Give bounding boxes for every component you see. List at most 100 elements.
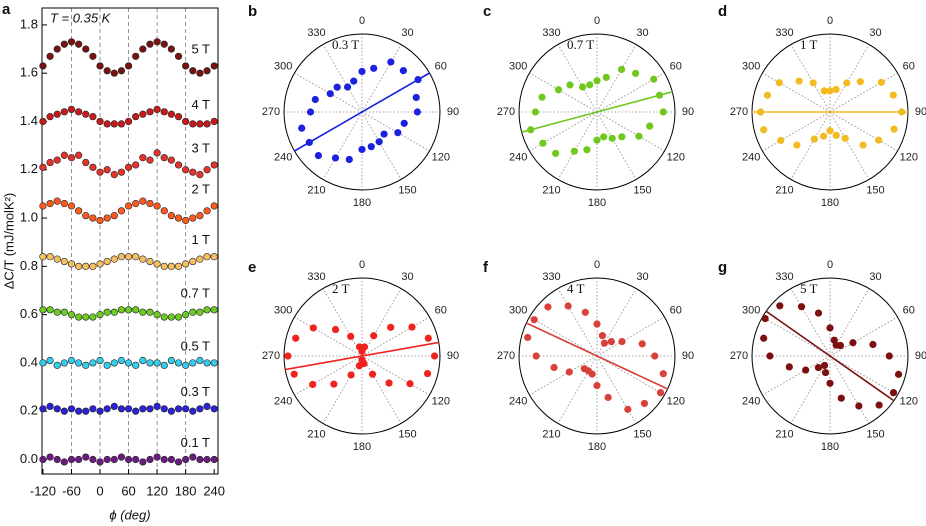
- data-point: [60, 257, 68, 266]
- data-point: [174, 313, 183, 321]
- data-point: [570, 147, 578, 155]
- data-point: [75, 262, 83, 270]
- data-point: [174, 405, 183, 413]
- data-point: [124, 62, 133, 70]
- data-point: [110, 171, 118, 179]
- data-point: [53, 405, 61, 413]
- data-point: [826, 127, 834, 135]
- data-point: [60, 359, 68, 367]
- data-point: [89, 262, 97, 270]
- radial-grid-line: [829, 288, 870, 357]
- data-point: [167, 212, 175, 220]
- data-point: [814, 363, 823, 372]
- angle-tick-label: 270: [730, 106, 748, 118]
- data-point: [538, 93, 546, 101]
- data-point: [182, 216, 190, 225]
- angle-tick-label: 120: [432, 395, 450, 407]
- radial-grid-line: [596, 44, 637, 113]
- series: [39, 402, 218, 415]
- data-point: [298, 124, 306, 132]
- data-point: [67, 105, 76, 114]
- annotation: T = 0.35 K: [50, 10, 112, 25]
- series-label: 0.1 T: [181, 435, 210, 450]
- data-point: [60, 151, 68, 159]
- series: [39, 197, 218, 225]
- radial-grid-line: [790, 355, 831, 424]
- angle-tick-label: 330: [307, 271, 325, 283]
- data-point: [117, 120, 126, 128]
- angle-tick-label: 180: [353, 197, 371, 209]
- data-point: [82, 110, 90, 118]
- data-point: [60, 108, 68, 116]
- data-point: [117, 253, 126, 261]
- data-point: [795, 77, 803, 85]
- data-point: [593, 382, 601, 390]
- fit-line: [521, 91, 673, 133]
- angle-tick-label: 90: [682, 106, 694, 118]
- data-point: [139, 458, 147, 466]
- data-point: [399, 67, 407, 75]
- data-point: [189, 214, 197, 222]
- angle-tick-label: 240: [274, 395, 292, 407]
- data-point: [89, 113, 97, 121]
- data-point: [581, 308, 589, 316]
- radial-grid-line: [829, 111, 870, 180]
- y-tick-label: 0.8: [20, 258, 38, 273]
- y-tick-label: 0.6: [20, 306, 38, 321]
- data-point: [96, 260, 104, 268]
- angle-tick-label: 180: [821, 441, 839, 453]
- data-point: [67, 260, 76, 268]
- data-point: [53, 45, 61, 53]
- data-point: [797, 303, 806, 311]
- angle-tick-label: 300: [274, 60, 292, 72]
- data-point: [530, 316, 538, 324]
- data-point: [153, 202, 161, 210]
- series-label: 0.7 T: [181, 285, 210, 300]
- data-point: [565, 368, 573, 376]
- data-point: [82, 262, 90, 270]
- radial-grid-line: [529, 355, 598, 396]
- data-point: [103, 120, 111, 128]
- angle-tick-label: 150: [633, 429, 651, 441]
- data-point: [370, 332, 378, 340]
- data-point: [139, 110, 147, 118]
- data-point: [75, 151, 83, 159]
- data-point: [189, 359, 197, 367]
- data-point: [46, 253, 54, 261]
- data-point: [182, 62, 190, 70]
- data-point: [39, 405, 47, 413]
- data-point: [174, 113, 183, 121]
- data-point: [413, 108, 421, 116]
- data-point: [414, 76, 422, 84]
- data-point: [430, 352, 439, 360]
- data-point: [39, 306, 47, 314]
- data-point: [139, 356, 147, 365]
- data-point: [103, 405, 111, 413]
- data-point: [832, 85, 840, 93]
- panel-letter: c: [483, 3, 491, 20]
- data-point: [146, 156, 154, 164]
- angle-tick-label: 60: [435, 60, 447, 72]
- angle-tick-label: 150: [866, 185, 884, 197]
- data-point: [75, 455, 83, 464]
- data-point: [96, 117, 104, 126]
- polar-frame: [283, 277, 441, 435]
- data-point: [146, 199, 154, 208]
- data-point: [60, 407, 68, 415]
- angle-tick-label: 0: [359, 259, 365, 271]
- radial-grid-line: [596, 355, 637, 424]
- series-label: 2 T: [332, 281, 350, 296]
- data-point: [370, 64, 378, 72]
- angle-tick-label: 150: [398, 185, 416, 197]
- radial-grid-line: [529, 111, 598, 152]
- data-point: [124, 117, 133, 126]
- radial-grid-line: [361, 316, 430, 357]
- data-point: [618, 133, 626, 141]
- angle-tick-label: 180: [353, 441, 371, 453]
- angle-tick-label: 270: [730, 350, 748, 362]
- data-point: [167, 313, 175, 321]
- angle-tick-label: 90: [447, 106, 459, 118]
- data-point: [210, 202, 218, 210]
- series: [39, 149, 218, 179]
- data-point: [124, 405, 133, 413]
